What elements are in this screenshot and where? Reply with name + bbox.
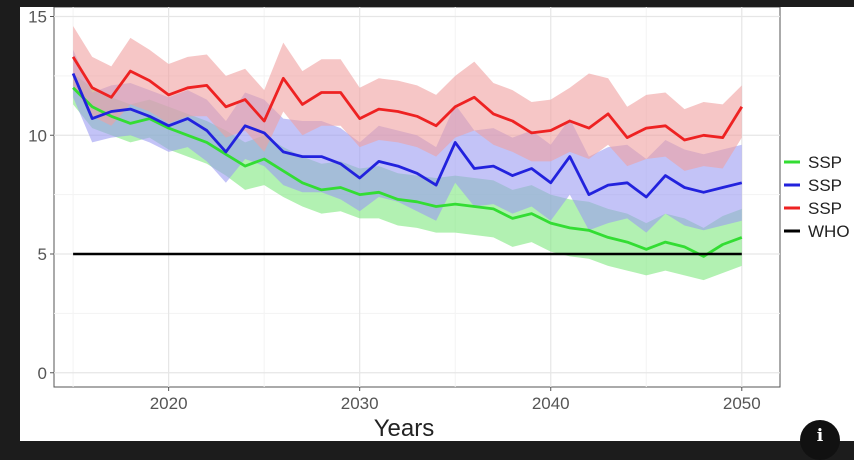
x-tick-label: 2030 (341, 394, 379, 413)
y-tick-label: 5 (38, 245, 47, 264)
legend: SSP SSP SSP WHO (784, 153, 850, 241)
legend-label-1: SSP (808, 153, 842, 172)
x-tick-label: 2040 (532, 394, 570, 413)
chart: 0 5 10 15 2020 2030 2040 2050 Years SSP SSP SSP WH… (28, 7, 850, 441)
y-tick-label: 0 (38, 364, 47, 383)
series-3-band (73, 26, 742, 171)
x-tick-label: 2020 (150, 394, 188, 413)
y-tick-label: 10 (28, 126, 47, 145)
chart-frame: 0 5 10 15 2020 2030 2040 2050 Years SSP SSP SSP WH… (20, 7, 854, 441)
series-2-line (71, 72, 743, 199)
legend-label-2: SSP (808, 176, 842, 195)
legend-label-3: SSP (808, 199, 842, 218)
x-axis-title: Years (374, 415, 435, 441)
info-button[interactable]: i (800, 420, 840, 460)
y-tick-label: 15 (28, 8, 47, 27)
axis-ticks: 0 5 10 15 2020 2030 2040 2050 (28, 8, 761, 414)
x-tick-label: 2050 (723, 394, 761, 413)
series-3-line (71, 56, 743, 142)
legend-label-4: WHO (808, 222, 850, 241)
series-1-line (72, 86, 743, 258)
series-lines (71, 56, 743, 258)
